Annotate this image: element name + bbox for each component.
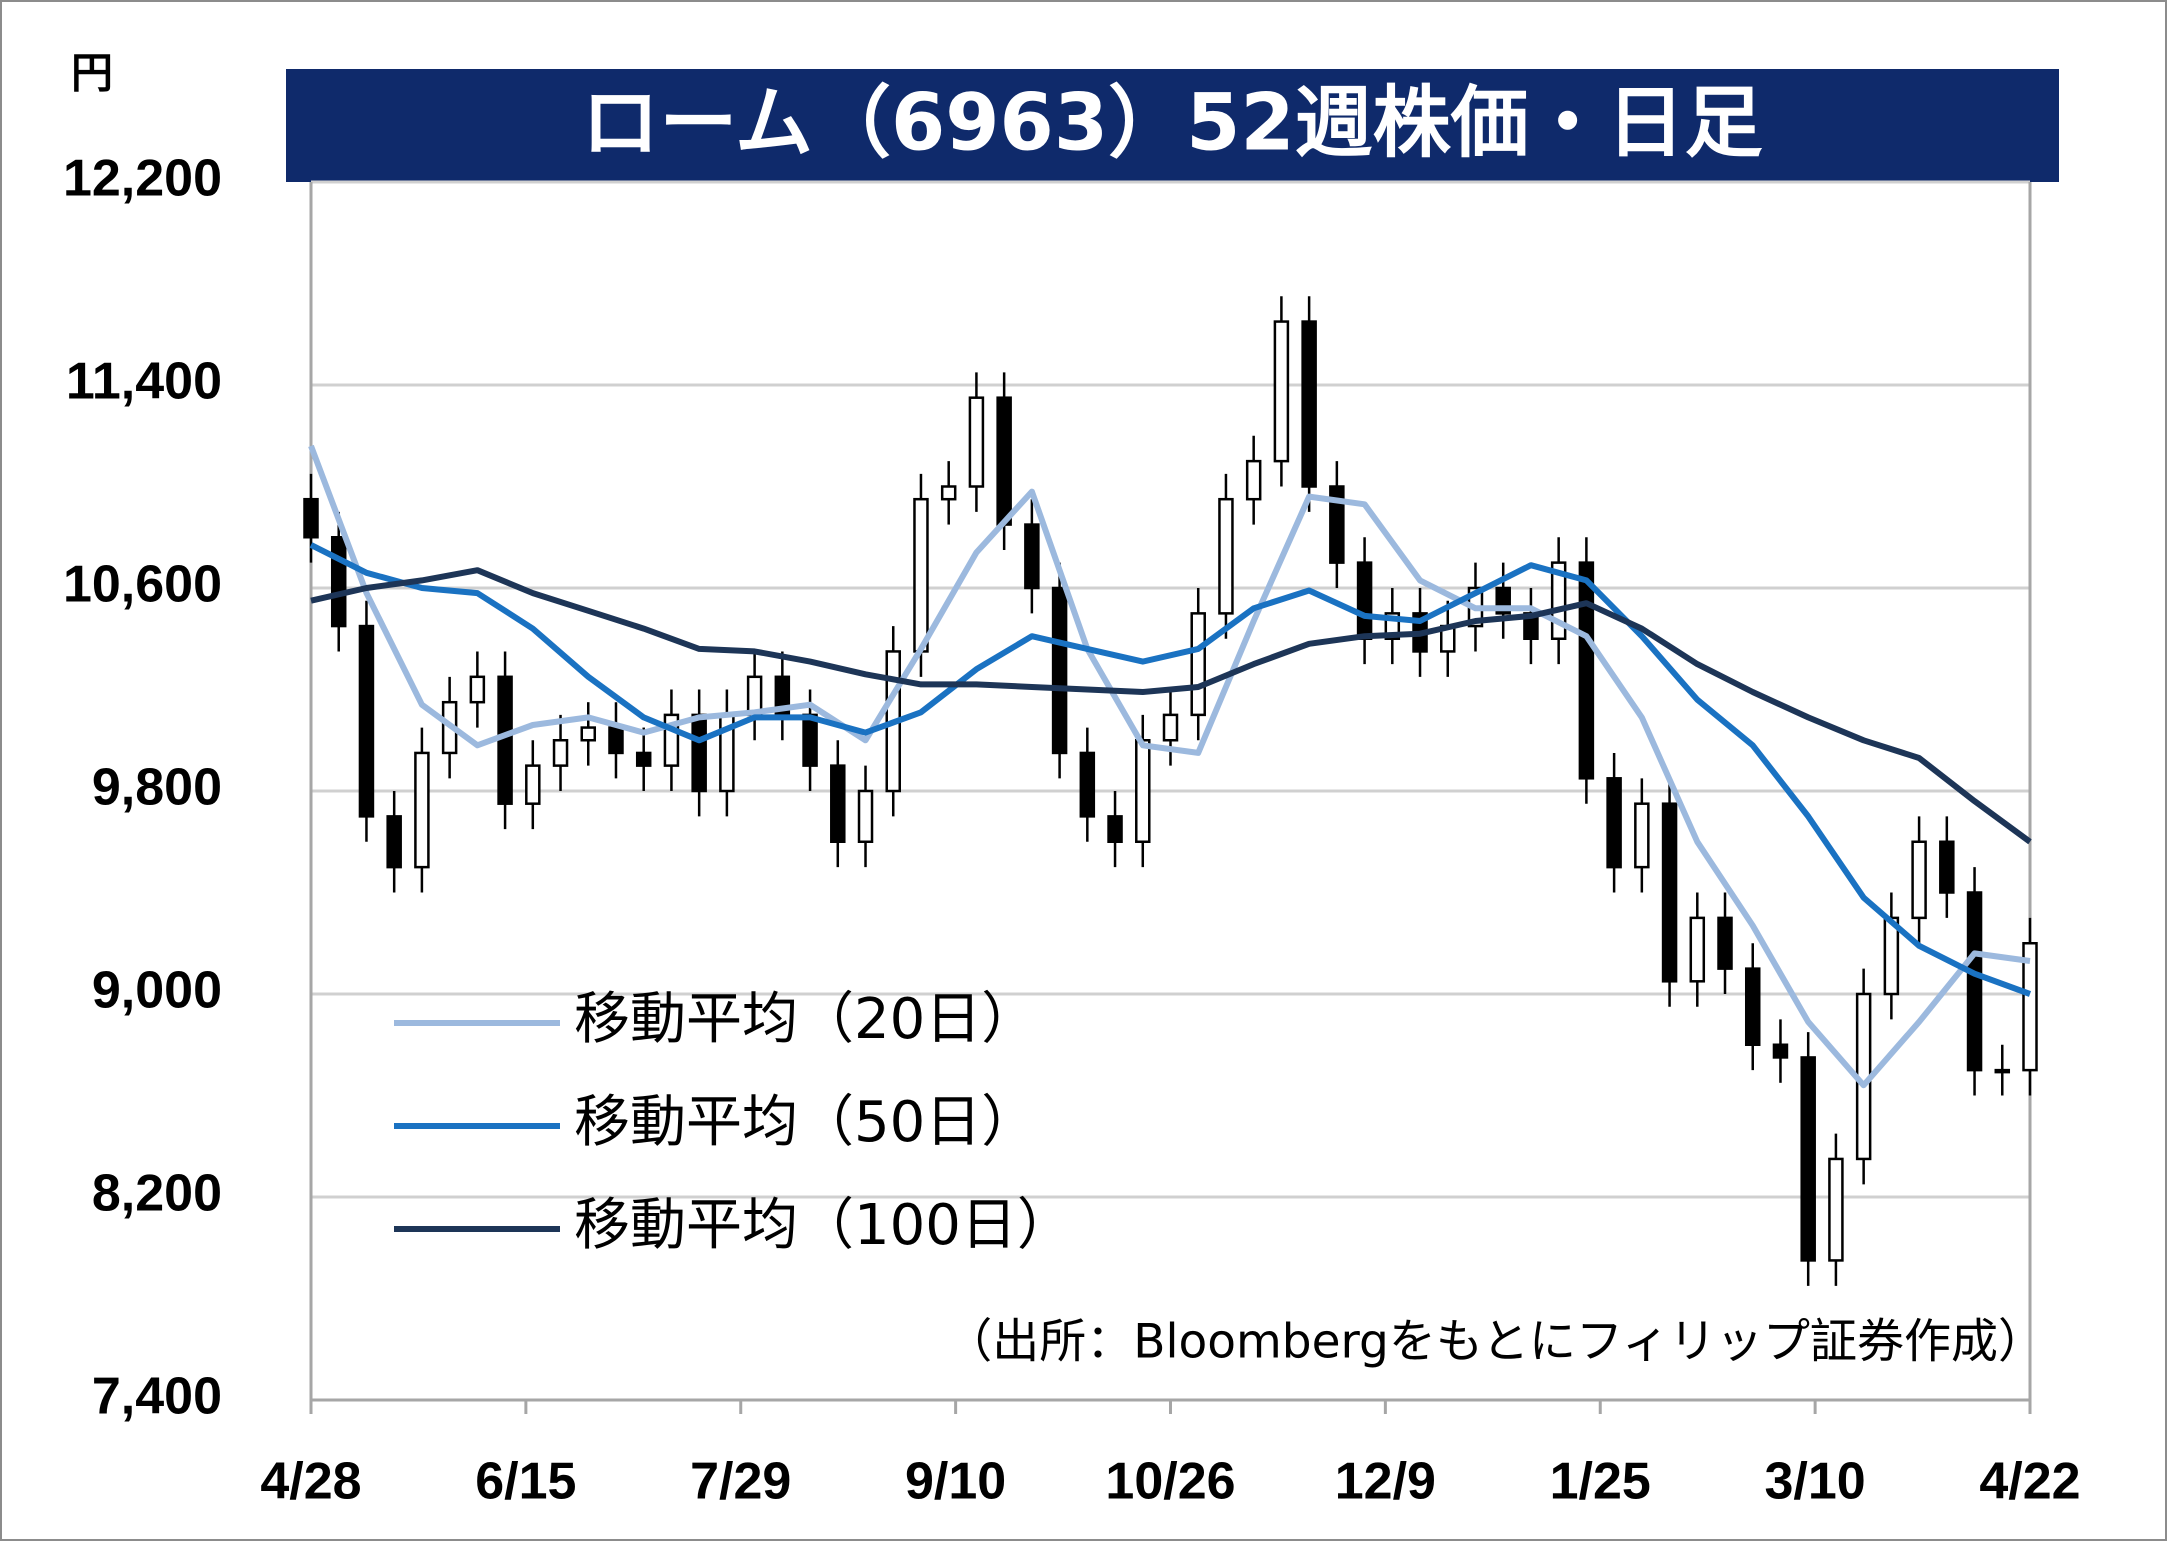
candle-body xyxy=(386,815,402,869)
x-tick-label: 7/29 xyxy=(690,1453,791,1511)
y-tick-label: 7,400 xyxy=(92,1368,222,1426)
x-tick-label: 4/22 xyxy=(1979,1453,2080,1511)
candle-body xyxy=(1162,713,1179,742)
ma-line xyxy=(308,444,2031,1089)
candle-body xyxy=(303,497,319,539)
x-tick-label: 12/9 xyxy=(1335,1453,1436,1511)
candle-body xyxy=(1717,916,1733,970)
y-tick-label: 12,200 xyxy=(63,150,222,208)
candle-body xyxy=(996,396,1012,526)
x-tick-label: 1/25 xyxy=(1550,1453,1651,1511)
y-tick-label: 9,800 xyxy=(92,759,222,817)
candle-body xyxy=(358,624,375,818)
candle-body xyxy=(913,497,929,653)
ma-line xyxy=(309,542,2032,997)
candle-body xyxy=(1634,802,1650,869)
candle-body xyxy=(1051,586,1068,755)
x-tick-label: 6/15 xyxy=(475,1453,576,1511)
candle-body xyxy=(1661,802,1678,983)
candle-body xyxy=(1772,1043,1789,1059)
candle-body xyxy=(1218,497,1234,615)
candle-body xyxy=(1578,561,1595,780)
y-tick-label: 10,600 xyxy=(63,556,222,614)
y-tick-label: 11,400 xyxy=(66,353,222,411)
candle-body xyxy=(1939,840,1955,894)
candle-body xyxy=(552,739,569,767)
x-tick-label: 10/26 xyxy=(1105,1453,1235,1511)
candle-body xyxy=(1329,485,1345,564)
y-tick-label: 8,200 xyxy=(92,1165,222,1223)
legend-label: 移動平均（20日） xyxy=(574,987,1037,1052)
candle-body xyxy=(608,726,624,755)
candle-body xyxy=(1689,916,1706,983)
chart-title: ローム（6963）52週株価・日足 xyxy=(581,78,1762,168)
candle-body xyxy=(525,764,541,805)
candle-body xyxy=(2022,942,2038,1072)
candle-body xyxy=(1744,967,1761,1046)
candle-body xyxy=(857,789,874,843)
y-unit: 円 xyxy=(71,49,113,98)
candle-body xyxy=(1190,612,1206,717)
candle-body xyxy=(1135,739,1151,843)
candle-body xyxy=(1245,459,1262,501)
legend-label: 移動平均（50日） xyxy=(574,1090,1037,1155)
candle-body xyxy=(830,764,846,843)
candle-body xyxy=(1107,815,1123,843)
source-note: （出所：Bloombergをもとにフィリップ証券作成） xyxy=(945,1315,2045,1370)
candle-body xyxy=(968,396,985,488)
candle-body xyxy=(1273,320,1290,463)
ma-line xyxy=(310,567,2032,845)
candle-body xyxy=(1301,320,1317,488)
candle-body xyxy=(1606,777,1622,869)
x-tick-label: 4/28 xyxy=(260,1453,361,1511)
legend-label: 移動平均（100日） xyxy=(574,1193,1073,1258)
candle-body xyxy=(1994,1068,2011,1074)
candle-body xyxy=(635,751,652,767)
candle-body xyxy=(1800,1056,1816,1262)
candle-body xyxy=(1079,751,1096,818)
candle-body xyxy=(691,713,707,793)
candle-body xyxy=(1966,891,1983,1072)
y-tick-label: 9,000 xyxy=(92,962,222,1020)
candle-body xyxy=(580,726,597,742)
candle-body xyxy=(1356,561,1373,640)
candle-body xyxy=(330,536,347,628)
candle-body xyxy=(1911,840,1927,920)
candle-body xyxy=(414,751,430,869)
x-tick-label: 9/10 xyxy=(905,1453,1006,1511)
candle-body xyxy=(802,713,818,767)
title-banner xyxy=(286,69,2059,182)
candle-body xyxy=(940,485,957,501)
candle-body xyxy=(497,675,513,805)
x-tick-label: 3/10 xyxy=(1765,1453,1866,1511)
candle-body xyxy=(1828,1157,1844,1262)
candle-body xyxy=(1024,523,1040,590)
candle-body xyxy=(469,675,486,704)
